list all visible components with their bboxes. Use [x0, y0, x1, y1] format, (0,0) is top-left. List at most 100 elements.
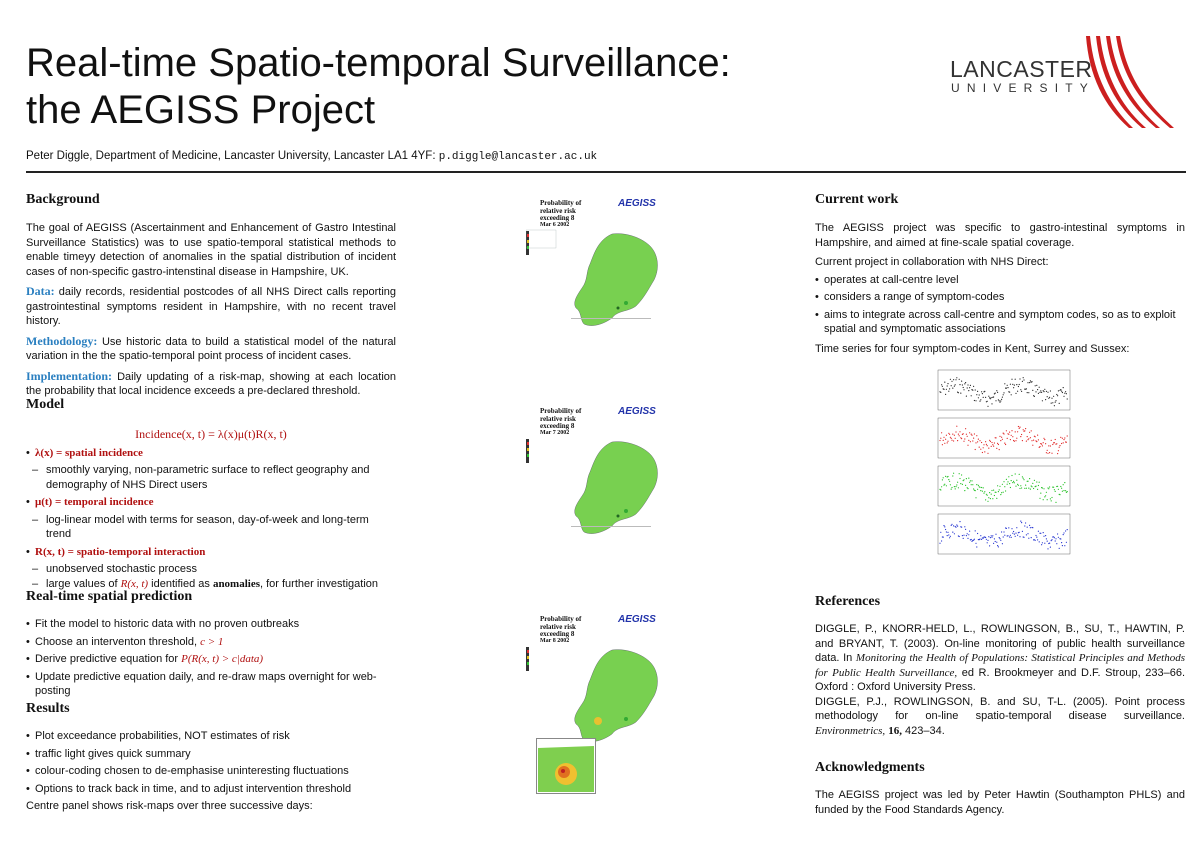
ts-point [981, 490, 983, 492]
model-sub-temporal: log-linear model with terms for season, … [32, 513, 396, 542]
ts-point [953, 533, 955, 535]
ts-point [956, 484, 958, 486]
ts-point [1036, 441, 1038, 443]
ts-point [1000, 494, 1002, 496]
ts-point [1053, 395, 1055, 397]
ts-point [941, 479, 943, 481]
ts-point [1065, 541, 1067, 543]
ts-point [969, 387, 971, 389]
heading-prediction: Real-time spatial prediction [26, 589, 193, 604]
ts-point [1002, 394, 1004, 396]
poster-title: Real-time Spatio-temporal Surveillance: … [26, 40, 926, 134]
ts-point [1000, 539, 1002, 541]
ts-point [1027, 533, 1029, 535]
ts-point [949, 388, 951, 390]
ts-point [1062, 534, 1064, 536]
ts-point [984, 390, 986, 392]
ts-point [981, 391, 983, 393]
ts-point [1030, 485, 1032, 487]
ts-point [954, 488, 956, 490]
ts-point [996, 497, 998, 499]
ts-point [988, 395, 990, 397]
ts-point [993, 445, 995, 447]
ts-point [957, 433, 959, 435]
ts-point [986, 542, 988, 544]
ts-point [951, 380, 953, 382]
ts-point [1005, 430, 1007, 432]
ts-point [985, 538, 987, 540]
ref2-journal: Environmetrics, [815, 724, 886, 737]
map-aegiss-logo: AEGISS [618, 198, 656, 209]
hampshire-map-icon [526, 229, 658, 326]
ts-point [1043, 488, 1045, 490]
background-intro: The goal of AEGISS (Ascertainment and En… [26, 222, 396, 278]
ts-point [965, 535, 967, 537]
ts-point [1016, 479, 1018, 481]
ts-point [942, 536, 944, 538]
ts-point [971, 540, 973, 542]
ts-point [956, 425, 958, 427]
map-title: Probability of relative risk exceeding 8 [540, 615, 582, 638]
ts-point [953, 472, 955, 474]
ts-point [995, 437, 997, 439]
ts-point [985, 499, 987, 501]
ts-point [1036, 481, 1038, 483]
ts-point [1011, 528, 1013, 530]
model-item-temporal: μ(t) = temporal incidence [26, 495, 396, 510]
ts-point [1022, 477, 1024, 479]
ts-point [1057, 485, 1059, 487]
ts-point [954, 384, 956, 386]
author-email[interactable]: p.diggle@lancaster.ac.uk [438, 151, 598, 163]
ts-point [1049, 542, 1051, 544]
ts-point [1008, 527, 1010, 529]
map-footer-rule [571, 318, 651, 319]
ts-point [1044, 496, 1046, 498]
ts-point [950, 437, 952, 439]
ts-point [1000, 440, 1002, 442]
pred2-text: Choose an interventon threshold, [35, 635, 198, 648]
ts-point [951, 486, 953, 489]
title-line-2: the AEGISS Project [26, 88, 376, 132]
ts-point [1029, 478, 1031, 480]
ts-point [1027, 382, 1029, 384]
ts-point [1025, 487, 1027, 489]
ts-point [1050, 540, 1052, 542]
ts-point [1026, 436, 1028, 438]
logo-swoosh-icon [1086, 36, 1174, 128]
ts-point [1051, 496, 1053, 499]
ts-point [976, 394, 978, 396]
ts-point [1061, 437, 1063, 439]
ts-point [978, 446, 980, 448]
ts-point [1061, 545, 1063, 547]
ts-point [1031, 440, 1033, 442]
ts-point [1001, 436, 1003, 438]
ts-point [993, 538, 995, 540]
ts-point [962, 386, 964, 389]
ts-point [1045, 443, 1047, 445]
ts-point [997, 491, 999, 493]
ts-point [957, 525, 959, 527]
ts-point [1049, 390, 1051, 392]
heading-references: References [815, 594, 881, 609]
ts-point [993, 442, 995, 444]
ts-point [1062, 442, 1064, 444]
ts-point [1032, 389, 1034, 391]
ts-point [1045, 399, 1047, 401]
map-date: Mar 8 2002 [540, 638, 570, 644]
ts-point [949, 378, 951, 380]
ts-point [981, 441, 983, 444]
ts-point [940, 531, 942, 533]
ts-point [982, 447, 984, 449]
ts-point [952, 475, 954, 477]
ts-point [953, 385, 955, 387]
ts-point [998, 489, 1000, 491]
ts-point [948, 390, 950, 392]
ts-point [977, 488, 979, 490]
background-data: Data: daily records, residential postcod… [26, 284, 396, 329]
ts-point [990, 397, 992, 399]
ts-point [1065, 393, 1067, 395]
ts-point [964, 438, 966, 440]
ts-point [1020, 520, 1022, 522]
ts-point [1012, 383, 1014, 385]
ts-point [955, 431, 957, 433]
